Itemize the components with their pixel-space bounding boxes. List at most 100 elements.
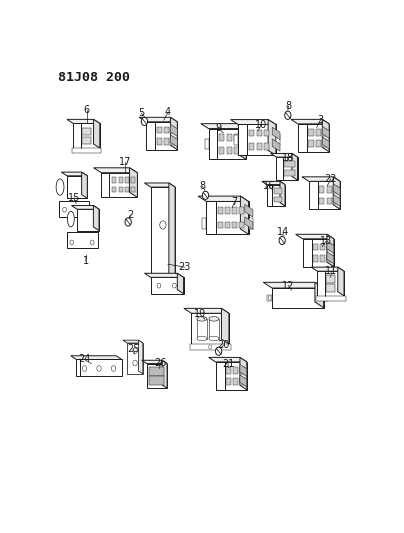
Polygon shape (327, 235, 334, 266)
Circle shape (215, 347, 222, 356)
Bar (234, 367, 238, 374)
Text: 2: 2 (127, 210, 133, 220)
Polygon shape (327, 252, 334, 264)
Polygon shape (315, 282, 324, 308)
Polygon shape (291, 119, 329, 124)
Circle shape (324, 296, 327, 300)
Circle shape (285, 111, 291, 119)
Bar (234, 135, 238, 144)
Bar (246, 139, 250, 149)
Polygon shape (201, 124, 246, 128)
Circle shape (208, 345, 212, 349)
Text: 4: 4 (165, 107, 171, 117)
Text: 8: 8 (285, 101, 292, 111)
Polygon shape (311, 267, 344, 271)
Text: 13: 13 (320, 236, 332, 246)
Circle shape (133, 360, 137, 366)
Bar (249, 130, 254, 136)
Bar (316, 129, 321, 135)
Bar (125, 187, 129, 192)
Bar (82, 128, 91, 135)
Polygon shape (245, 217, 253, 230)
Text: 11: 11 (325, 266, 337, 276)
Circle shape (112, 366, 116, 372)
Circle shape (173, 283, 176, 288)
Polygon shape (94, 119, 100, 148)
Bar (219, 148, 224, 154)
Polygon shape (127, 343, 143, 374)
Bar (333, 187, 338, 193)
Polygon shape (123, 340, 143, 343)
Bar (322, 129, 327, 135)
Bar (112, 187, 116, 192)
Bar (240, 207, 244, 214)
Polygon shape (72, 206, 99, 209)
Polygon shape (146, 122, 177, 150)
Text: 81J08 200: 81J08 200 (58, 71, 130, 84)
Bar (234, 378, 238, 385)
Text: 10: 10 (255, 120, 267, 130)
Text: 20: 20 (217, 340, 230, 350)
Bar (149, 376, 164, 385)
Polygon shape (322, 126, 329, 138)
Circle shape (157, 283, 161, 288)
Text: 6: 6 (84, 105, 90, 115)
Bar (248, 218, 253, 229)
Polygon shape (170, 117, 177, 150)
Bar (157, 127, 162, 133)
Bar (164, 138, 169, 144)
Polygon shape (238, 125, 276, 155)
Text: 9: 9 (215, 123, 221, 133)
Polygon shape (292, 154, 297, 180)
Polygon shape (169, 183, 175, 277)
Polygon shape (238, 124, 246, 159)
Polygon shape (298, 124, 329, 152)
Polygon shape (333, 195, 340, 206)
Text: 16: 16 (263, 181, 275, 191)
Circle shape (82, 207, 85, 212)
Polygon shape (245, 204, 253, 217)
Polygon shape (198, 196, 248, 201)
Polygon shape (231, 119, 276, 125)
Polygon shape (338, 267, 344, 296)
Polygon shape (170, 124, 177, 136)
Bar (170, 127, 175, 133)
Polygon shape (191, 313, 229, 344)
Bar (202, 218, 206, 229)
Text: 3: 3 (317, 115, 324, 125)
Bar (131, 187, 135, 192)
Bar (240, 378, 244, 385)
Bar (119, 177, 123, 183)
Bar (227, 134, 232, 141)
Bar (232, 207, 237, 214)
Ellipse shape (209, 317, 219, 321)
Polygon shape (71, 356, 122, 359)
Bar (218, 207, 223, 214)
Bar (327, 244, 332, 251)
Bar (234, 134, 239, 141)
Polygon shape (76, 359, 122, 376)
Text: 24: 24 (78, 354, 90, 365)
Circle shape (125, 218, 131, 226)
Ellipse shape (197, 317, 207, 321)
Text: 23: 23 (178, 262, 191, 272)
Polygon shape (302, 177, 340, 181)
Bar (59, 200, 89, 217)
Bar (284, 170, 295, 176)
Bar (274, 188, 282, 194)
Circle shape (141, 117, 147, 126)
Polygon shape (151, 187, 175, 277)
Bar (326, 276, 335, 283)
Polygon shape (242, 131, 250, 144)
Polygon shape (296, 235, 334, 239)
Bar (327, 187, 332, 193)
Polygon shape (271, 154, 297, 157)
Polygon shape (145, 273, 183, 277)
Bar (257, 143, 261, 150)
Bar (219, 134, 224, 141)
Bar (170, 138, 175, 144)
Polygon shape (67, 119, 100, 124)
Polygon shape (333, 184, 340, 196)
Bar (276, 135, 280, 144)
Polygon shape (221, 309, 229, 344)
